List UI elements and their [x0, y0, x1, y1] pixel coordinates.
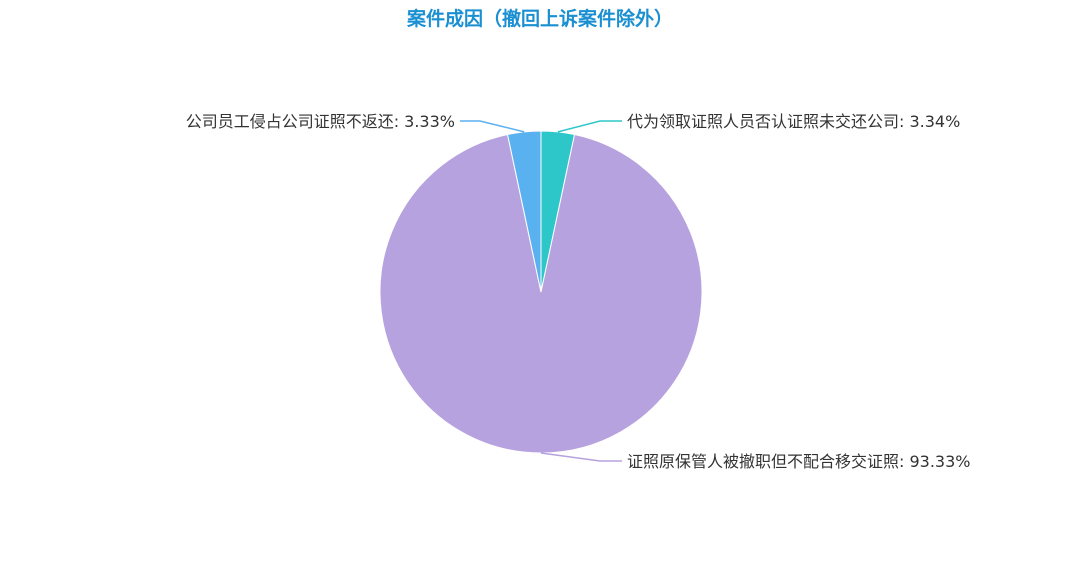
slice-label: 证照原保管人被撤职但不配合移交证照: 93.33%: [627, 452, 971, 471]
label-line: [460, 120, 525, 133]
label-line: [540, 452, 622, 462]
chart-title: 案件成因（撤回上诉案件除外）: [406, 8, 673, 30]
label-line: [557, 120, 622, 133]
slice-label: 公司员工侵占公司证照不返还: 3.33%: [186, 112, 455, 131]
slice-label: 代为领取证照人员否认证照未交还公司: 3.34%: [627, 112, 960, 131]
